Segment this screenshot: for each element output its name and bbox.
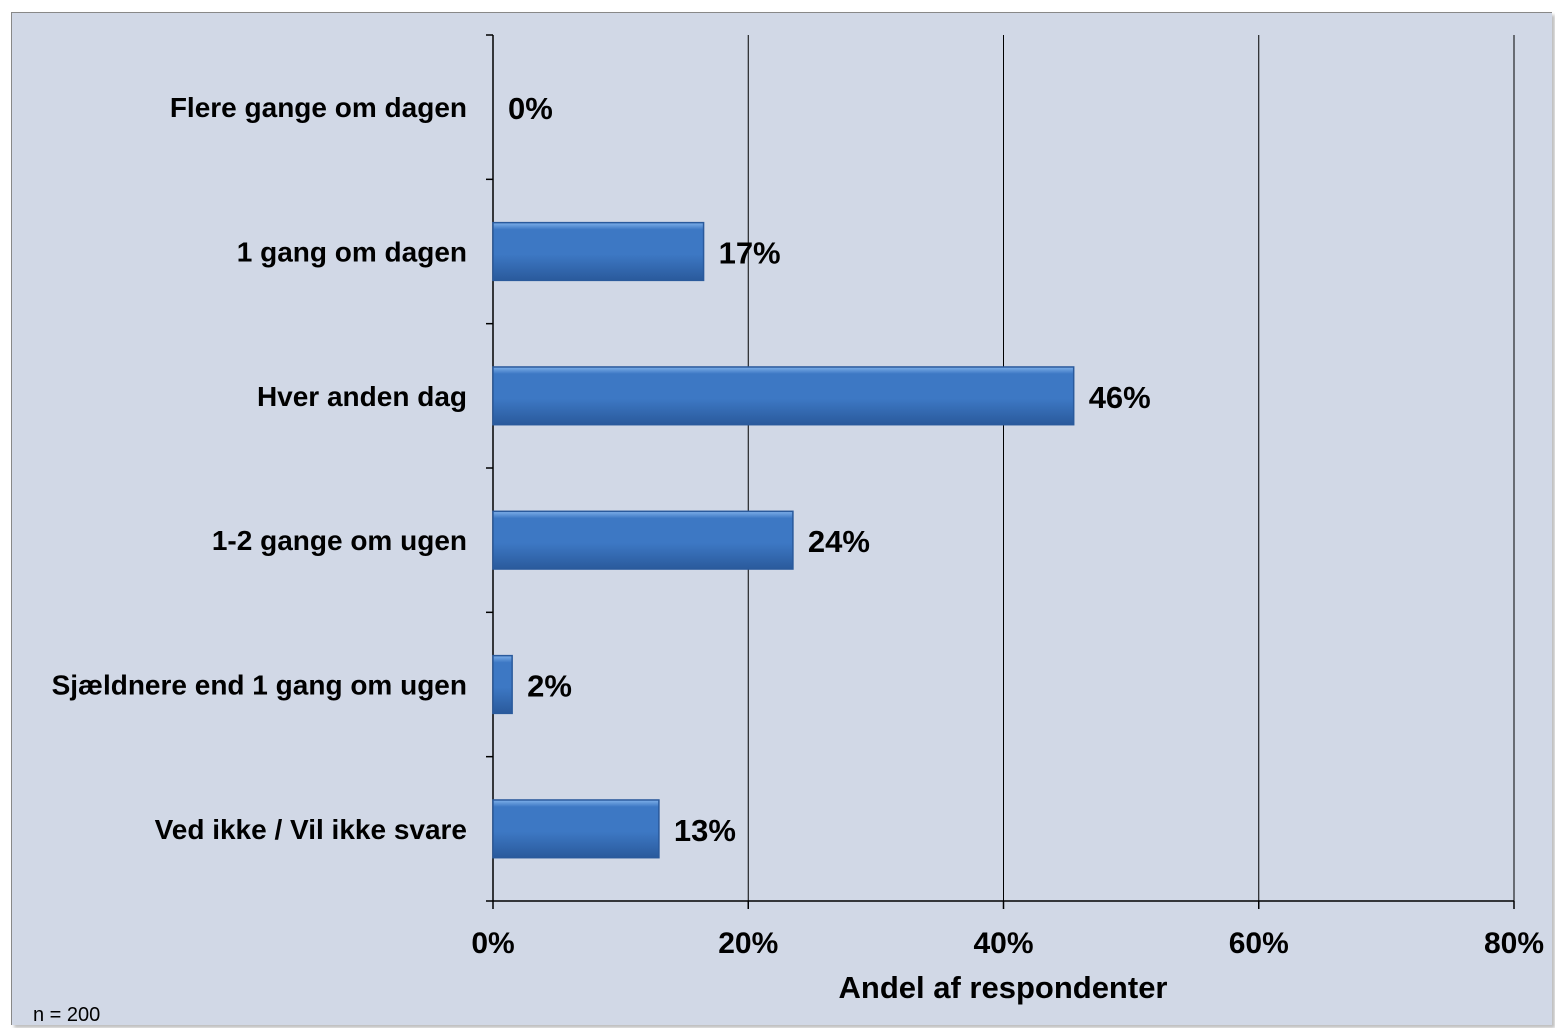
labels: 0% 20% 40% 60% 80% Flere gange om dagen 0% 1 ga… bbox=[52, 91, 1544, 960]
value-label: 46% bbox=[1089, 380, 1151, 415]
value-label: 13% bbox=[674, 813, 736, 848]
value-label: 24% bbox=[808, 524, 870, 559]
bar bbox=[492, 799, 660, 859]
bar bbox=[492, 510, 794, 570]
axes bbox=[486, 34, 1515, 909]
x-axis-title: Andel af respondenter bbox=[839, 970, 1168, 1005]
category-label: Ved ikke / Vil ikke svare bbox=[155, 814, 467, 845]
value-label: 17% bbox=[719, 236, 781, 271]
category-label: Hver anden dag bbox=[257, 381, 467, 412]
category-label: Flere gange om dagen bbox=[170, 92, 467, 123]
category-label: 1-2 gange om ugen bbox=[212, 525, 467, 556]
x-tick-label: 40% bbox=[973, 927, 1033, 960]
value-label: 2% bbox=[527, 669, 572, 704]
value-label: 0% bbox=[508, 91, 553, 126]
category-label: 1 gang om dagen bbox=[237, 237, 467, 268]
category-label: Sjældnere end 1 gang om ugen bbox=[52, 670, 467, 701]
x-tick-label: 0% bbox=[471, 927, 514, 960]
x-tick-label: 60% bbox=[1229, 927, 1289, 960]
bar bbox=[492, 366, 1075, 426]
x-tick-label: 80% bbox=[1484, 927, 1544, 960]
bars bbox=[492, 221, 1075, 859]
bar bbox=[492, 221, 705, 282]
sample-size-note: n = 200 bbox=[33, 1004, 100, 1026]
bar bbox=[492, 654, 513, 715]
x-tick-label: 20% bbox=[718, 927, 778, 960]
gridlines bbox=[747, 35, 1515, 901]
